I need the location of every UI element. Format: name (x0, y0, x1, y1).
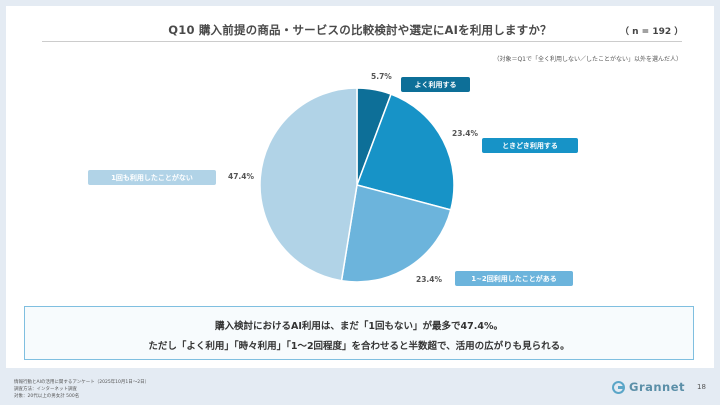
title-divider (42, 41, 682, 42)
survey-source: 情報行動とAIの活用に関するアンケート（2025年10月1日〜2日） 調査方法：… (14, 379, 149, 400)
page-number: 18 (697, 383, 706, 391)
slice-legend-label: ときどき利用する (482, 138, 578, 153)
source-line-2: 調査方法：インターネット調査 (14, 387, 77, 392)
summary-box: 購入検討におけるAI利用は、まだ「1回もない」が最多で47.4%。 ただし「よく… (24, 306, 694, 360)
slice-percent-label: 5.7% (371, 72, 392, 81)
target-note: （対象＝Q1で「全く利用しない／したことがない」以外を選んだ人） (493, 56, 682, 63)
chart-title: Q10 購入前提の商品・サービスの比較検討や選定にAIを利用しますか？ (168, 23, 552, 37)
sample-size: （ n = 192 ） (620, 27, 684, 37)
brand-name: Grannet (629, 380, 686, 394)
slice-legend-label: 1回も利用したことがない (88, 170, 216, 185)
summary-line-1: 購入検討におけるAI利用は、まだ「1回もない」が最多で47.4%。 (215, 321, 503, 332)
pie-slice-4 (259, 87, 358, 282)
brand-logo: Grannet (612, 380, 685, 394)
source-line-1: 情報行動とAIの活用に関するアンケート（2025年10月1日〜2日） (14, 380, 150, 385)
slice-percent-label: 23.4% (416, 275, 443, 284)
grannet-logo-icon (612, 380, 625, 394)
source-line-3: 対象：20代以上の男女計 500名 (14, 394, 80, 399)
slice-percent-label: 23.4% (452, 129, 479, 138)
slice-legend-label: よく利用する (401, 77, 470, 92)
slice-percent-label: 47.4% (228, 172, 255, 181)
summary-line-2: ただし「よく利用」「時々利用」「1〜2回程度」を合わせると半数超で、活用の広がり… (148, 341, 570, 352)
pie-slice-2 (356, 93, 455, 211)
slice-legend-label: 1~2回利用したことがある (455, 271, 573, 286)
pie-slice-3 (340, 184, 452, 283)
